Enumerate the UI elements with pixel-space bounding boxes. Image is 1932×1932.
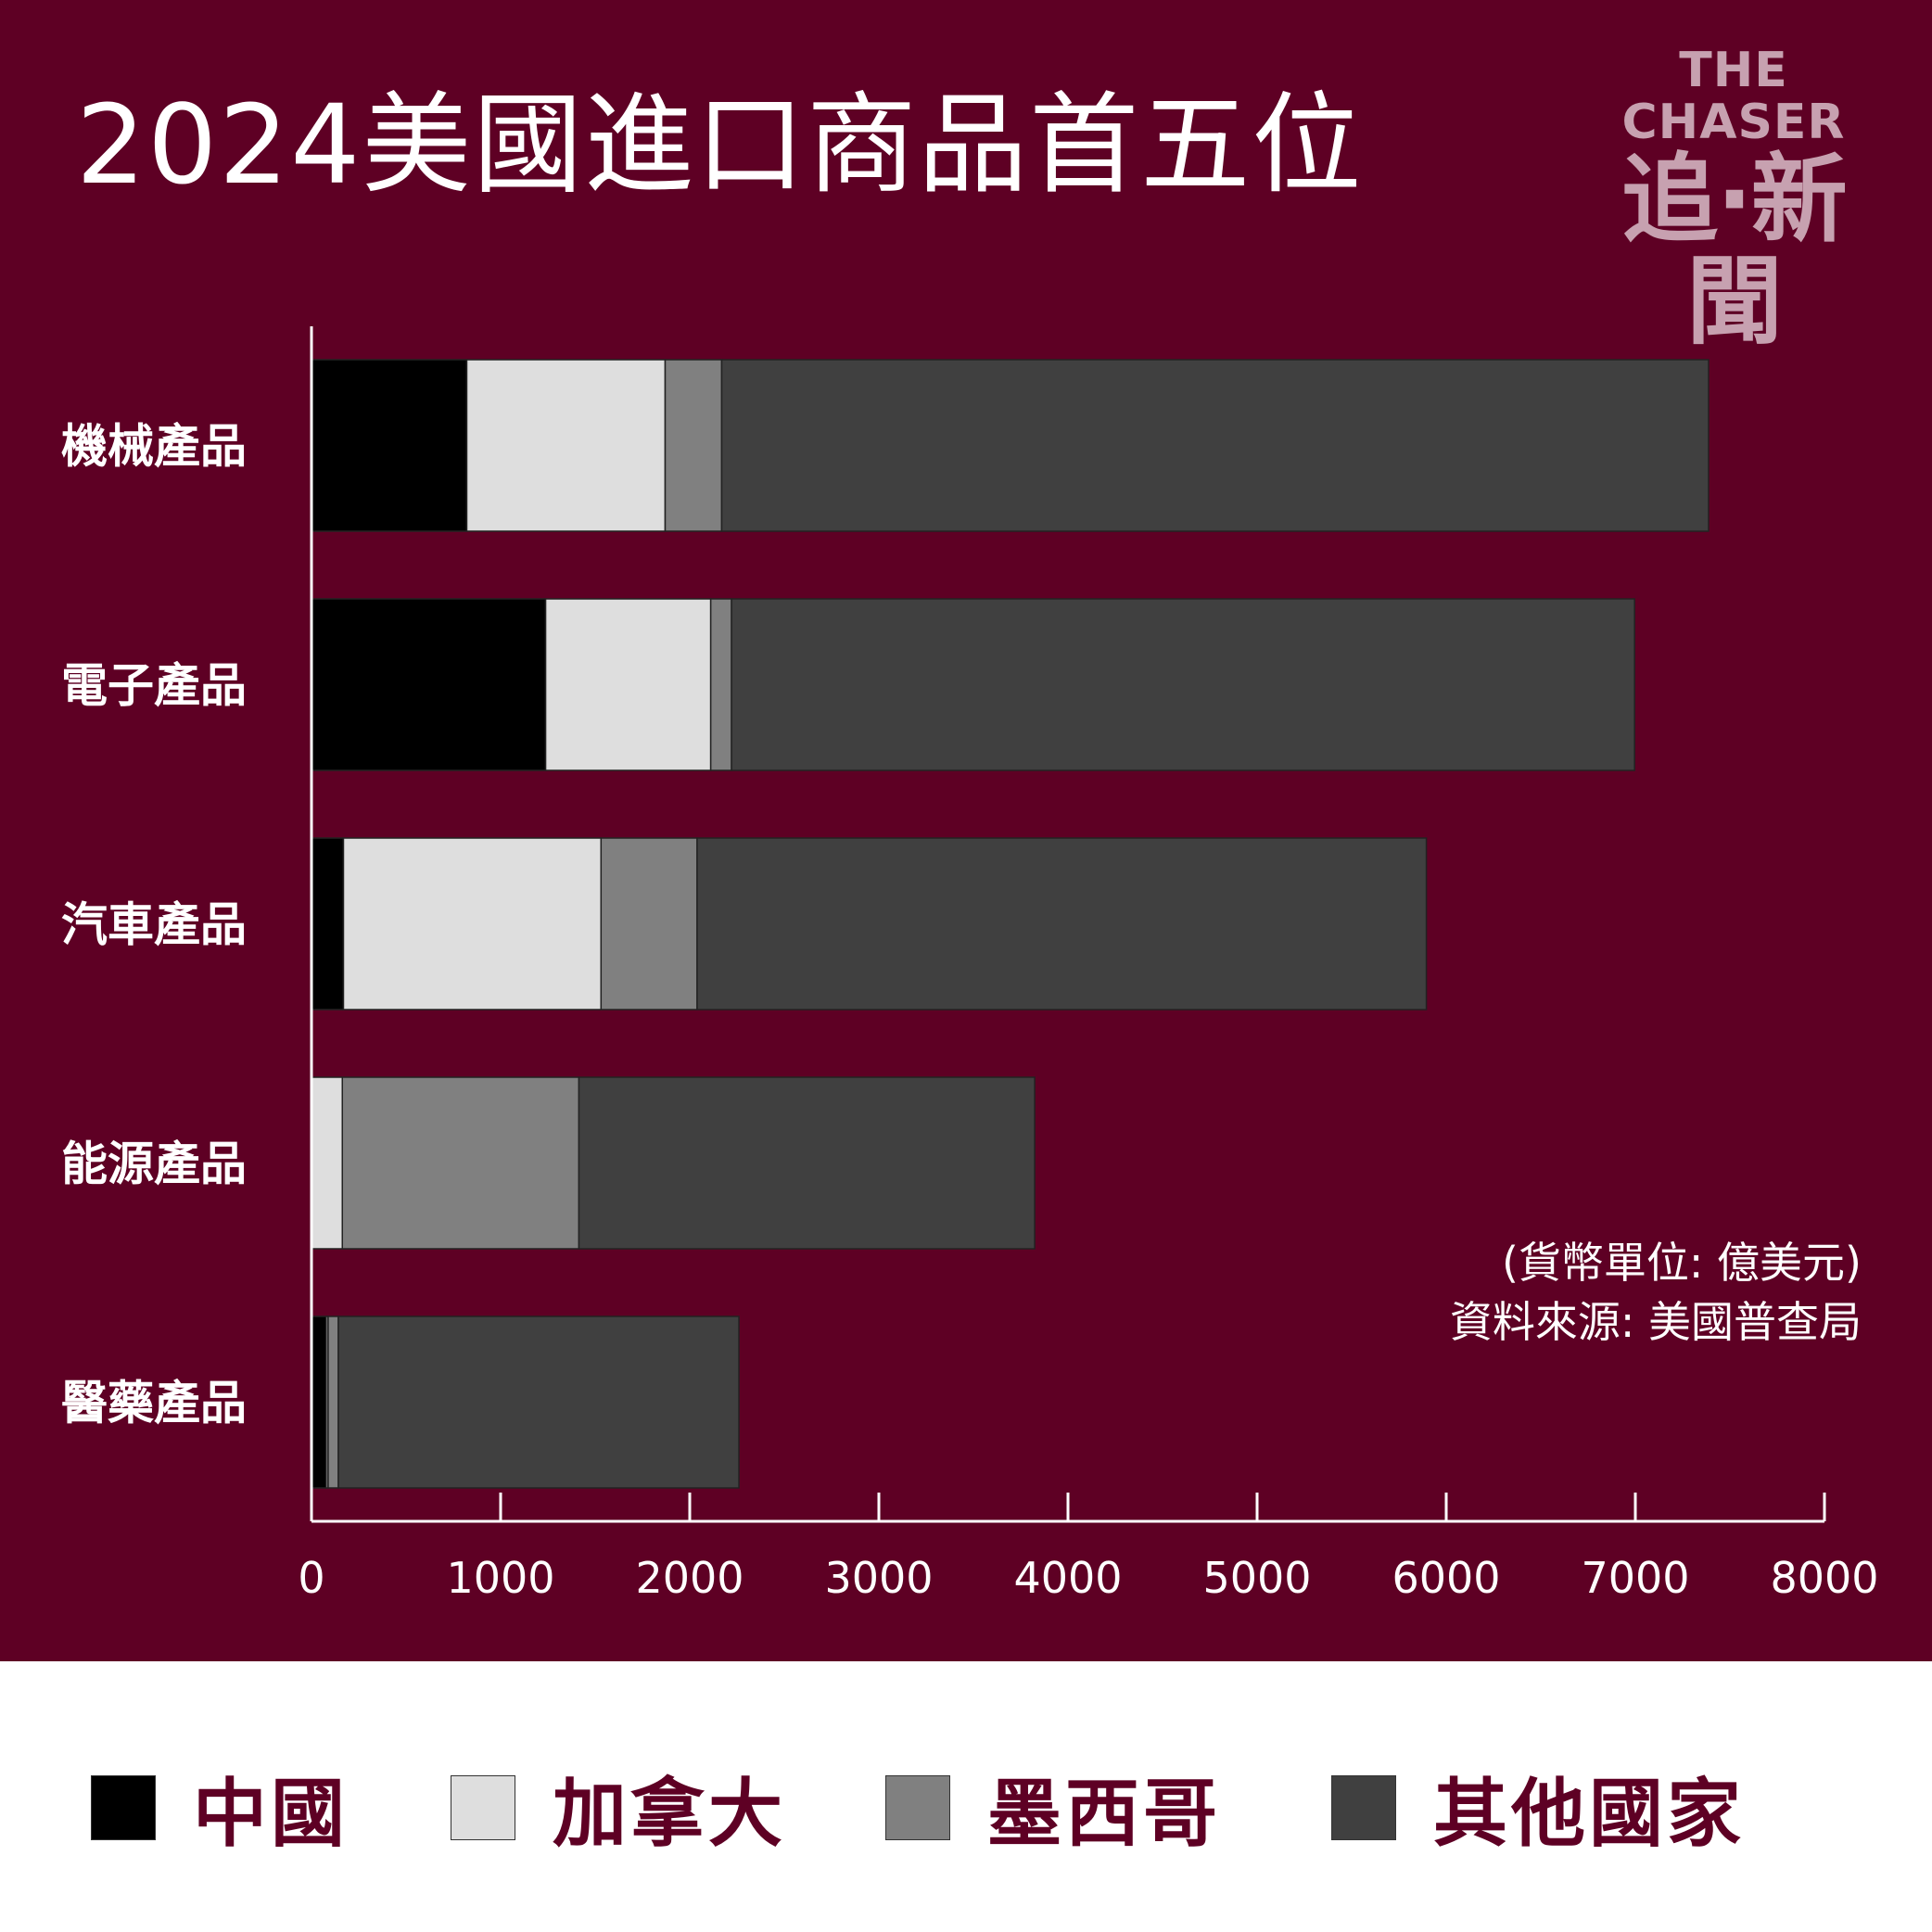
legend-swatch — [1331, 1775, 1396, 1840]
logo-english: THE CHASER — [1621, 43, 1846, 150]
legend-item: 加拿大 — [451, 1754, 786, 1862]
category-label: 醫藥產品 — [61, 1377, 247, 1430]
x-tick-label: 3000 — [824, 1553, 933, 1603]
legend-label: 其他國家 — [1433, 1771, 1745, 1857]
chart-note: (貨幣單位: 億美元) 資料來源: 美國普查局 — [1450, 1233, 1862, 1352]
unit-note: (貨幣單位: 億美元) — [1501, 1238, 1862, 1288]
legend-label: 中國 — [193, 1771, 349, 1857]
x-tick-label: 8000 — [1770, 1553, 1878, 1603]
source-note: 資料來源: 美國普查局 — [1449, 1297, 1862, 1347]
logo-chinese: 追·新聞 — [1621, 143, 1848, 358]
legend-label: 加拿大 — [553, 1771, 786, 1857]
category-label: 汽車產品 — [61, 898, 247, 952]
chart-title: 2024美國進口商品首五位 — [76, 81, 1364, 209]
x-tick-label: 6000 — [1392, 1553, 1500, 1603]
bar-segment — [311, 1076, 344, 1250]
x-tick-label: 5000 — [1202, 1553, 1311, 1603]
x-tick-label: 2000 — [635, 1553, 744, 1603]
brand-logo: THE CHASER 追·新聞 — [1581, 44, 1887, 352]
legend-swatch — [885, 1775, 950, 1840]
bar-segment — [311, 1316, 327, 1489]
bar-segment — [696, 837, 1428, 1010]
legend-swatch — [91, 1775, 156, 1840]
legend-item: 墨西哥 — [885, 1754, 1221, 1862]
bar-segment — [709, 598, 732, 771]
bar-segment — [664, 359, 723, 532]
bar-segment — [311, 598, 547, 771]
bar-segment — [327, 1316, 339, 1489]
legend-label: 墨西哥 — [987, 1771, 1221, 1857]
bar-segment — [731, 598, 1635, 771]
bar-segment — [720, 359, 1710, 532]
bar-segment — [341, 1076, 580, 1250]
legend-swatch — [451, 1775, 515, 1840]
x-tick-label: 4000 — [1013, 1553, 1122, 1603]
category-label: 能源產品 — [61, 1138, 247, 1191]
bar-segment — [337, 1316, 740, 1489]
legend: 中國 加拿大 墨西哥 其他國家 — [0, 1661, 1932, 1932]
category-label: 機械產品 — [61, 420, 247, 474]
x-tick-label: 7000 — [1581, 1553, 1689, 1603]
legend-item: 中國 — [91, 1754, 349, 1862]
legend-item: 其他國家 — [1331, 1754, 1745, 1862]
x-tick-label: 1000 — [446, 1553, 554, 1603]
bar-segment — [544, 598, 712, 771]
bar-segment — [311, 359, 468, 532]
bar-segment — [578, 1076, 1036, 1250]
bar-segment — [600, 837, 698, 1010]
bar-segment — [342, 837, 603, 1010]
x-tick-label: 0 — [298, 1553, 324, 1603]
bar-segment — [311, 837, 345, 1010]
bar-segment — [465, 359, 667, 532]
category-label: 電子產品 — [61, 659, 247, 713]
